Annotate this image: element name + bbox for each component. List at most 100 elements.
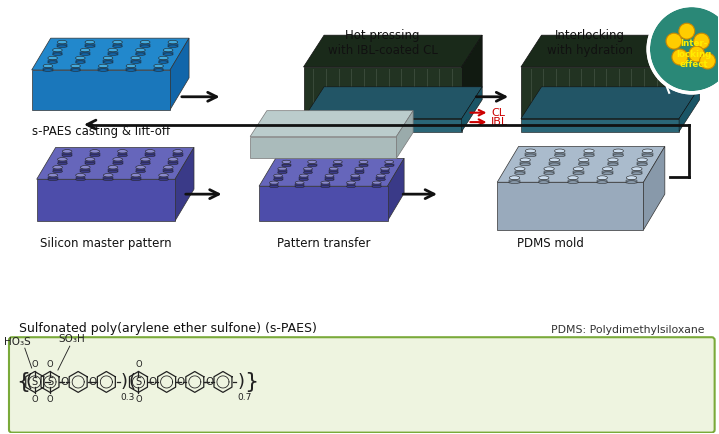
Ellipse shape: [90, 154, 100, 157]
Text: O: O: [32, 360, 38, 369]
Ellipse shape: [163, 170, 173, 173]
Ellipse shape: [52, 48, 63, 52]
Ellipse shape: [131, 61, 140, 63]
Polygon shape: [679, 35, 700, 118]
Polygon shape: [299, 178, 308, 180]
Ellipse shape: [75, 61, 85, 63]
Text: s-PAES casting & lift-off: s-PAES casting & lift-off: [32, 125, 170, 138]
Text: ): ): [237, 373, 244, 391]
Polygon shape: [250, 111, 413, 137]
Ellipse shape: [626, 176, 637, 180]
Text: O: O: [88, 377, 96, 387]
Text: (: (: [129, 373, 135, 391]
Polygon shape: [521, 118, 679, 132]
Polygon shape: [159, 60, 168, 63]
Polygon shape: [81, 52, 90, 55]
Ellipse shape: [140, 158, 150, 161]
Text: S: S: [135, 377, 142, 387]
Polygon shape: [637, 162, 647, 165]
Ellipse shape: [131, 174, 141, 177]
Polygon shape: [396, 111, 413, 158]
Ellipse shape: [632, 172, 642, 174]
Polygon shape: [462, 87, 482, 132]
Ellipse shape: [90, 150, 100, 153]
Ellipse shape: [637, 158, 647, 162]
Ellipse shape: [613, 154, 623, 157]
Polygon shape: [321, 184, 330, 187]
Polygon shape: [140, 44, 150, 47]
Text: Interlocking
with hydration: Interlocking with hydration: [547, 29, 633, 57]
Text: O: O: [60, 377, 68, 387]
Ellipse shape: [380, 167, 390, 171]
Polygon shape: [597, 180, 608, 183]
Ellipse shape: [351, 174, 360, 178]
Polygon shape: [626, 180, 637, 183]
Text: CL: CL: [491, 108, 505, 118]
Ellipse shape: [603, 172, 613, 174]
Polygon shape: [274, 178, 283, 180]
Ellipse shape: [58, 40, 67, 44]
Text: 0.3: 0.3: [120, 393, 134, 402]
Ellipse shape: [573, 172, 584, 174]
Ellipse shape: [584, 154, 594, 157]
Ellipse shape: [108, 165, 118, 169]
Ellipse shape: [104, 61, 113, 63]
Polygon shape: [104, 177, 113, 180]
Ellipse shape: [303, 167, 312, 171]
Ellipse shape: [642, 154, 653, 157]
Ellipse shape: [136, 53, 145, 56]
Ellipse shape: [63, 154, 72, 157]
Ellipse shape: [118, 154, 127, 157]
Ellipse shape: [70, 69, 81, 71]
Ellipse shape: [108, 48, 118, 52]
Text: O: O: [149, 377, 157, 387]
Ellipse shape: [549, 158, 559, 162]
Text: 0.7: 0.7: [237, 393, 252, 402]
Ellipse shape: [48, 56, 58, 60]
Ellipse shape: [43, 69, 52, 71]
Ellipse shape: [104, 56, 113, 60]
Ellipse shape: [70, 64, 81, 68]
Ellipse shape: [380, 171, 390, 174]
Ellipse shape: [126, 64, 136, 68]
Polygon shape: [86, 161, 95, 164]
Ellipse shape: [168, 158, 178, 161]
Polygon shape: [90, 153, 100, 156]
Ellipse shape: [347, 185, 355, 187]
Ellipse shape: [608, 163, 618, 166]
Ellipse shape: [104, 174, 113, 177]
Ellipse shape: [355, 167, 364, 171]
Text: ): ): [121, 373, 128, 391]
Text: Silicon master pattern: Silicon master pattern: [40, 237, 172, 250]
Polygon shape: [85, 44, 95, 47]
Polygon shape: [173, 153, 183, 156]
Text: O: O: [135, 395, 142, 404]
Ellipse shape: [104, 178, 113, 181]
Polygon shape: [351, 178, 360, 180]
Ellipse shape: [372, 185, 381, 187]
Ellipse shape: [140, 45, 150, 47]
Polygon shape: [140, 161, 150, 164]
Ellipse shape: [163, 53, 173, 56]
Text: O: O: [205, 377, 214, 387]
Ellipse shape: [377, 174, 385, 178]
Ellipse shape: [270, 181, 278, 184]
Polygon shape: [462, 35, 482, 118]
Text: O: O: [135, 360, 142, 369]
Polygon shape: [526, 153, 536, 156]
Ellipse shape: [81, 53, 90, 56]
Ellipse shape: [58, 45, 67, 47]
Ellipse shape: [154, 64, 163, 68]
Ellipse shape: [159, 178, 168, 181]
Ellipse shape: [282, 164, 291, 167]
Ellipse shape: [325, 178, 334, 181]
Polygon shape: [259, 158, 404, 186]
Polygon shape: [108, 169, 118, 172]
Ellipse shape: [113, 45, 122, 47]
Ellipse shape: [159, 56, 168, 60]
Polygon shape: [380, 171, 390, 173]
Polygon shape: [520, 162, 531, 165]
Polygon shape: [159, 177, 168, 180]
Polygon shape: [270, 184, 278, 187]
Ellipse shape: [52, 53, 63, 56]
